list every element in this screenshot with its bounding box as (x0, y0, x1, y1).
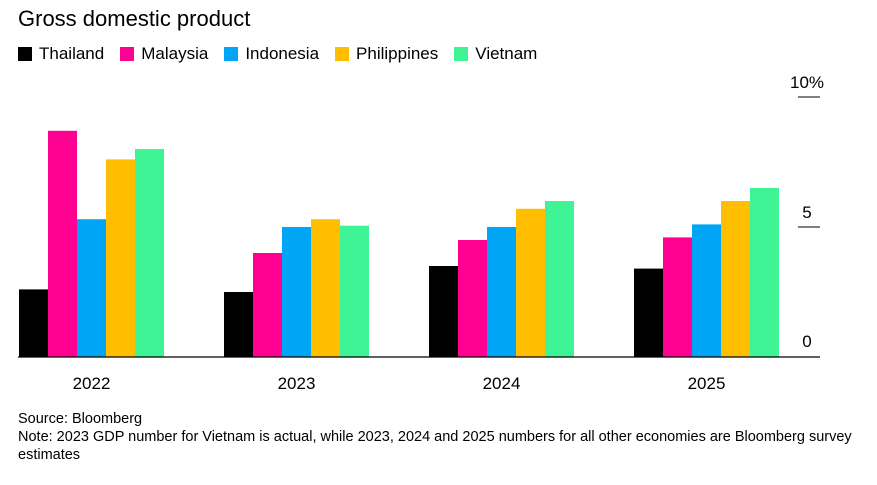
bar-philippines-2025 (721, 201, 750, 357)
bar-malaysia-2023 (253, 253, 282, 357)
legend-item-thailand: Thailand (18, 44, 104, 64)
x-tick-label: 2025 (688, 374, 726, 393)
legend-swatch (18, 47, 32, 61)
legend-label: Thailand (39, 44, 105, 63)
footnote: Note: 2023 GDP number for Vietnam is act… (18, 429, 852, 463)
x-tick-label: 2023 (278, 374, 316, 393)
bar-thailand-2023 (224, 292, 253, 357)
bar-malaysia-2022 (48, 130, 77, 357)
legend-swatch (120, 47, 135, 61)
legend-swatch (335, 47, 350, 61)
legend-item-malaysia: Malaysia (120, 44, 208, 64)
legend-swatch (454, 47, 469, 61)
legend-label: Vietnam (475, 44, 538, 63)
legend-item-indonesia: Indonesia (224, 44, 319, 64)
x-tick-label: 2022 (73, 374, 111, 393)
bar-thailand-2025 (634, 268, 663, 357)
bar-indonesia-2023 (282, 227, 311, 357)
bar-indonesia-2024 (487, 227, 516, 357)
y-tick-label: 0 (802, 332, 811, 351)
legend-item-philippines: Philippines (335, 44, 438, 64)
bar-indonesia-2025 (692, 224, 721, 357)
bar-philippines-2022 (106, 159, 135, 357)
bar-vietnam-2025 (750, 188, 779, 357)
bar-thailand-2022 (19, 289, 48, 357)
bar-vietnam-2023 (340, 225, 369, 357)
y-tick-label: 10% (790, 73, 824, 92)
bar-indonesia-2022 (77, 219, 106, 357)
chart-title: Gross domestic product (18, 6, 251, 31)
y-tick-label: 5 (802, 203, 811, 222)
legend: Thailand Malaysia Indonesia Philippines Viet… (18, 44, 537, 64)
legend-label: Malaysia (141, 44, 209, 63)
legend-swatch (224, 47, 239, 61)
legend-label: Indonesia (245, 44, 320, 63)
bar-malaysia-2025 (663, 237, 692, 357)
chart-footer: Source: Bloomberg Note: 2023 GDP number … (18, 410, 858, 464)
legend-label: Philippines (356, 44, 439, 63)
source-note: Source: Bloomberg (18, 411, 143, 427)
bar-vietnam-2022 (135, 149, 164, 357)
bar-philippines-2024 (516, 208, 545, 357)
x-tick-label: 2024 (483, 374, 521, 393)
bar-thailand-2024 (429, 266, 458, 357)
bar-vietnam-2024 (545, 201, 574, 357)
bar-malaysia-2024 (458, 240, 487, 357)
bar-philippines-2023 (311, 219, 340, 357)
legend-item-vietnam: Vietnam (454, 44, 537, 64)
